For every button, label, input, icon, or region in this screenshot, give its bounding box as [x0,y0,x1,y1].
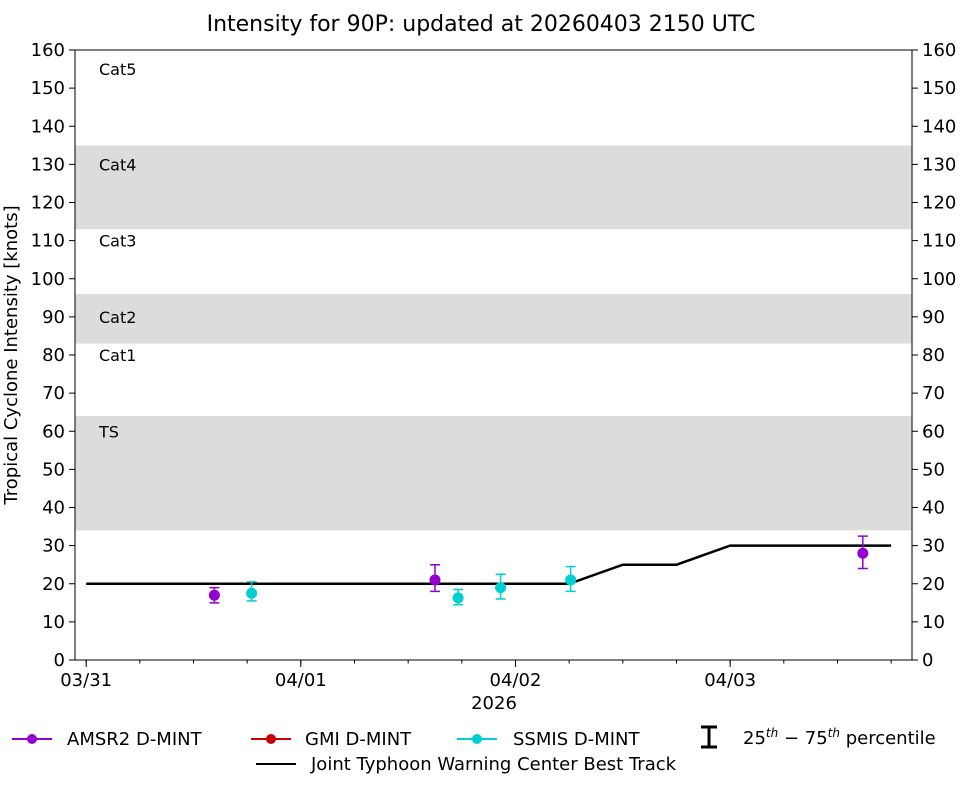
legend-gmi: GMI D-MINT [251,729,412,750]
y-tick-label: 130 [31,154,65,175]
legend-label: Joint Typhoon Warning Center Best Track [310,754,677,775]
x-tick-label: 04/03 [704,670,756,691]
y-tick-label-right: 140 [922,116,956,137]
category-band [75,145,912,230]
y-tick-label: 70 [42,383,65,404]
y-tick-label-right: 40 [922,498,945,519]
data-point [429,574,441,586]
legend-percentile: 25th − 75th percentile [701,725,936,749]
category-label: Cat5 [99,60,136,79]
data-point [246,587,258,599]
y-tick-label: 90 [42,307,65,328]
y-tick-label-right: 10 [922,612,945,633]
y-tick-label: 100 [31,269,65,290]
best-track-line [86,544,892,585]
y-tick-label-right: 150 [922,78,956,99]
y-tick-label-right: 20 [922,574,945,595]
legend-label: SSMIS D-MINT [513,729,640,750]
category-label: Cat4 [99,155,136,174]
category-label: Cat1 [99,346,136,365]
chart-title: Intensity for 90P: updated at 20260403 2… [207,12,756,37]
y-tick-label: 40 [42,498,65,519]
category-band [75,416,912,531]
y-tick-label-right: 30 [922,536,945,557]
x-tick-label: 04/02 [490,670,542,691]
x-axis-label: 2026 [471,693,517,714]
plot-frame [74,49,913,661]
y-tick-label-right: 100 [922,269,956,290]
category-label: TS [98,422,119,441]
data-point [857,547,869,559]
data-point [208,589,220,601]
y-tick-label-right: 160 [922,40,956,61]
y-tick-label: 50 [42,459,65,480]
y-tick-label: 80 [42,345,65,366]
y-tick-label-right: 60 [922,421,945,442]
legend-label: AMSR2 D-MINT [67,729,203,750]
x-tick-label: 04/01 [275,670,327,691]
legend-ssmis: SSMIS D-MINT [457,729,640,750]
y-tick-label-right: 110 [922,231,956,252]
y-tick-label-right: 120 [922,193,956,214]
legend-label: GMI D-MINT [305,729,412,750]
data-point [495,582,507,594]
y-axis-label: Tropical Cyclone Intensity [knots] [1,205,22,505]
legend-label: 25th − 75th percentile [743,726,936,749]
y-tick-label-right: 80 [922,345,945,366]
data-point [452,592,464,604]
y-tick-label: 60 [42,421,65,442]
y-tick-label-right: 50 [922,459,945,480]
y-tick-label: 30 [42,536,65,557]
y-tick-label: 110 [31,231,65,252]
errorbar-icon [701,725,717,749]
legend-best-track: Joint Typhoon Warning Center Best Track [256,754,677,775]
category-label: Cat2 [99,308,136,327]
y-tick-label: 20 [42,574,65,595]
y-tick-label: 120 [31,193,65,214]
category-label: Cat3 [99,232,136,251]
y-tick-label: 160 [31,40,65,61]
y-tick-label: 150 [31,78,65,99]
y-tick-label-right: 130 [922,154,956,175]
y-tick-label-right: 90 [922,307,945,328]
category-band [75,294,912,344]
y-tick-label-right: 0 [922,650,933,671]
data-point [565,574,577,586]
x-tick-label: 03/31 [60,670,112,691]
y-tick-label: 10 [42,612,65,633]
y-tick-label: 0 [54,650,65,671]
y-tick-label: 140 [31,116,65,137]
legend-amsr2: AMSR2 D-MINT [12,729,203,750]
y-tick-label-right: 70 [922,383,945,404]
